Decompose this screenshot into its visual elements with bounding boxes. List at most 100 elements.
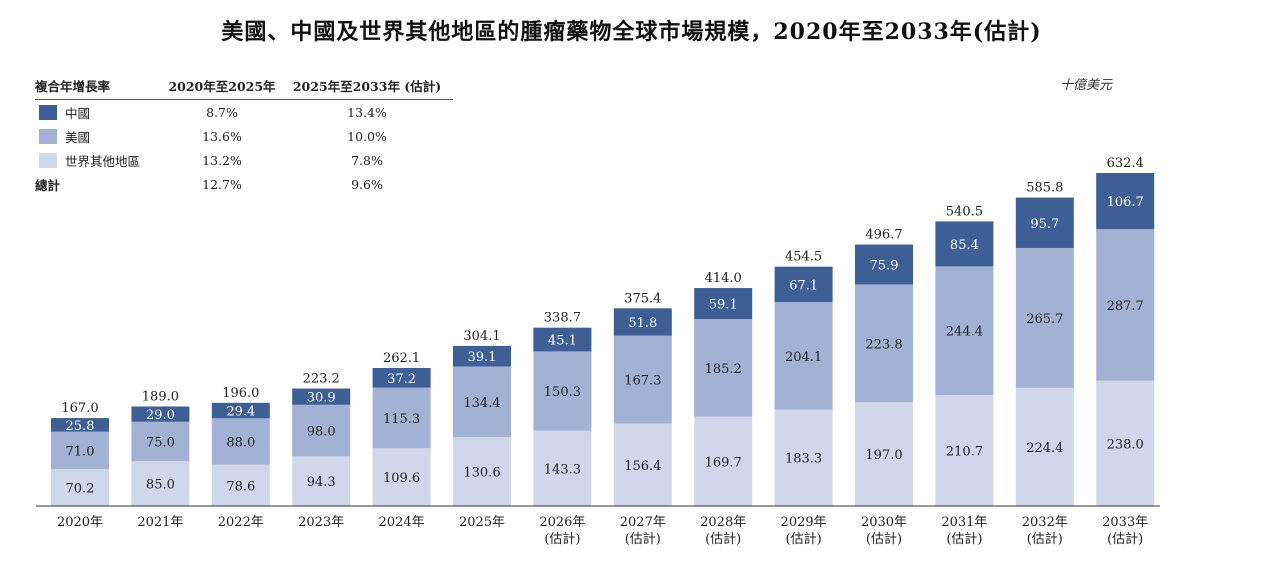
bar-segment-us [1096,229,1155,381]
bar-segment-us [131,421,190,462]
cagr-value: 9.6% [351,176,383,192]
segment-value-label: 265.7 [1026,312,1063,327]
bar-segment-rest-of-world [855,402,913,506]
cagr-value: 13.2% [202,152,242,168]
bar-segment-rest-of-world [613,423,672,506]
segment-value-label: 197.0 [865,448,902,463]
segment-value-label: 45.1 [548,334,577,349]
bar-segment-rest-of-world [453,437,511,506]
bar-segment-us [935,266,994,396]
bar-segment-rest-of-world [372,448,431,506]
bar-segment-rest-of-world [774,409,833,506]
segment-value-label: 39.1 [468,350,497,365]
legend-label-us: 美國 [65,129,91,145]
segment-value-label: 51.8 [628,316,657,331]
cagr-value: 13.4% [347,104,387,120]
total-value-label: 454.5 [785,250,822,265]
x-tick-label: (估計) [705,531,741,547]
total-value-label: 585.8 [1026,181,1063,196]
segment-value-label: 29.4 [226,405,255,420]
total-label: 總計 [35,177,61,193]
bar-segment-rest-of-world [1015,387,1074,506]
cagr-row-total: 總計 12.7% 9.6% [35,172,453,196]
segment-value-label: 98.0 [307,425,336,440]
bar-segment-china [292,388,351,405]
unit-label: 十億美元 [1060,78,1113,93]
bar-segment-rest-of-world [935,395,994,506]
legend-swatch-us [39,128,57,144]
segment-value-label: 223.8 [865,337,902,352]
total-value-label: 414.0 [705,271,742,286]
segment-value-label: 204.1 [785,350,822,365]
x-tick-label: (估計) [786,531,822,547]
segment-value-label: 94.3 [307,475,336,490]
bar-segment-us [51,431,109,470]
segment-value-label: 37.2 [387,372,416,387]
bar-segment-us [211,418,270,465]
segment-value-label: 150.3 [544,385,581,400]
x-tick-label: (估計) [946,531,982,547]
cagr-header-label: 複合年增長率 [35,79,111,94]
bar-segment-us [372,387,431,449]
x-tick-label: (估計) [544,531,580,547]
bar-segment-rest-of-world [533,430,592,506]
x-tick-label: 2020年 [57,515,103,530]
segment-value-label: 156.4 [624,459,661,474]
total-value-label: 189.0 [142,389,179,404]
segment-value-label: 67.1 [789,278,818,293]
bar-segment-china [453,345,511,367]
bar-segment-rest-of-world [131,461,190,506]
total-value-label: 196.0 [222,386,259,401]
x-tick-label: 2026年 [539,515,585,530]
bar-segment-us [533,351,592,431]
bar-segment-us [292,404,351,457]
cagr-value: 12.7% [202,176,242,192]
bar-segment-china [1015,197,1074,248]
bar-segment-rest-of-world [292,456,351,506]
x-tick-label: 2030年 [861,515,907,530]
bar-segment-china [533,327,592,352]
x-tick-label: 2033年 [1102,515,1148,530]
legend-label-rest-of-world: 世界其他地區 [65,153,141,169]
cagr-row-us: 美國 13.6% 10.0% [35,124,453,148]
segment-value-label: 70.2 [66,482,95,497]
bar-segment-us [694,319,753,417]
bar-segment-us [774,302,833,410]
bar-segment-china [855,244,913,285]
total-value-label: 632.4 [1107,156,1144,171]
segment-value-label: 71.0 [66,444,95,459]
segment-value-label: 29.0 [146,408,175,423]
x-tick-label: (估計) [1027,531,1063,547]
segment-value-label: 88.0 [226,435,255,450]
bar-segment-us [613,335,672,424]
bar-segment-china [51,418,109,432]
bar-segment-china [131,406,190,422]
segment-value-label: 143.3 [544,462,581,477]
segment-value-label: 75.0 [146,436,175,451]
cagr-row-china: 中國 8.7% 13.4% [35,100,453,124]
x-tick-label: (估計) [625,531,661,547]
segment-value-label: 25.8 [66,419,95,434]
segment-value-label: 130.6 [463,466,500,481]
total-value-label: 223.2 [303,371,340,386]
segment-value-label: 167.3 [624,374,661,389]
bar-segment-rest-of-world [1096,380,1155,506]
x-tick-label: (估計) [1107,531,1143,547]
cagr-value: 7.8% [351,152,383,168]
bar-segment-us [1015,247,1074,388]
segment-value-label: 238.0 [1107,437,1144,452]
cagr-table: 複合年增長率 2020年至2025年 2025年至2033年 (估計) 中國 8… [35,76,453,196]
total-value-label: 338.7 [544,311,581,326]
segment-value-label: 224.4 [1026,441,1063,456]
cagr-value: 10.0% [347,128,387,144]
bar-segment-china [613,308,672,336]
x-tick-label: 2024年 [379,515,425,530]
segment-value-label: 75.9 [870,258,899,273]
legend-swatch-china [39,104,57,120]
segment-value-label: 134.4 [463,396,500,411]
chart-title: 美國、中國及世界其他地區的腫瘤藥物全球市場規模，2020年至2033年(估計) [221,19,1042,45]
bar-segment-rest-of-world [51,469,109,506]
segment-value-label: 287.7 [1107,299,1144,314]
x-tick-label: 2027年 [620,515,666,530]
